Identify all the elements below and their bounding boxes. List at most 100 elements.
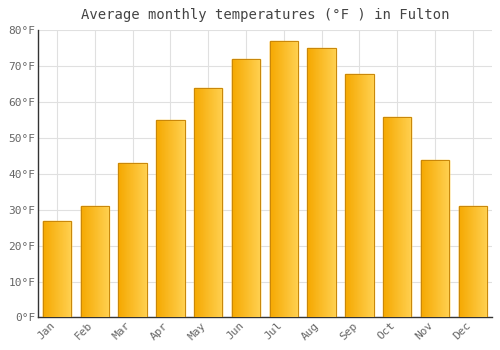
Bar (196, 88, 197, 317)
Bar (315, 48, 316, 317)
Bar (272, 41, 273, 317)
Bar (102, 206, 104, 317)
Bar (398, 117, 399, 317)
Bar (278, 41, 280, 317)
Bar (428, 160, 430, 317)
Bar (144, 163, 145, 317)
Bar (356, 74, 357, 317)
Bar (146, 163, 147, 317)
Bar (122, 163, 123, 317)
Bar (345, 74, 374, 317)
Bar (397, 117, 398, 317)
Bar (406, 117, 407, 317)
Bar (448, 160, 449, 317)
Bar (296, 41, 297, 317)
Bar (215, 88, 216, 317)
Bar (325, 48, 326, 317)
Bar (391, 117, 392, 317)
Bar (127, 163, 128, 317)
Bar (386, 117, 387, 317)
Bar (292, 41, 293, 317)
Bar (131, 163, 132, 317)
Bar (47, 220, 48, 317)
Bar (479, 206, 480, 317)
Bar (68, 220, 69, 317)
Bar (241, 59, 242, 317)
Bar (423, 160, 424, 317)
Bar (172, 120, 173, 317)
Bar (294, 41, 295, 317)
Bar (432, 160, 434, 317)
Bar (46, 220, 47, 317)
Bar (358, 74, 359, 317)
Bar (197, 88, 198, 317)
Bar (97, 206, 98, 317)
Bar (80, 206, 109, 317)
Bar (43, 220, 71, 317)
Bar (372, 74, 373, 317)
Title: Average monthly temperatures (°F ) in Fulton: Average monthly temperatures (°F ) in Fu… (80, 8, 449, 22)
Bar (465, 206, 466, 317)
Bar (293, 41, 294, 317)
Bar (466, 206, 467, 317)
Bar (287, 41, 288, 317)
Bar (483, 206, 484, 317)
Bar (427, 160, 428, 317)
Bar (476, 206, 478, 317)
Bar (321, 48, 322, 317)
Bar (108, 206, 109, 317)
Bar (442, 160, 443, 317)
Bar (370, 74, 372, 317)
Bar (161, 120, 162, 317)
Bar (243, 59, 244, 317)
Bar (45, 220, 46, 317)
Bar (171, 120, 172, 317)
Bar (277, 41, 278, 317)
Bar (444, 160, 445, 317)
Bar (134, 163, 135, 317)
Bar (331, 48, 332, 317)
Bar (238, 59, 239, 317)
Bar (86, 206, 87, 317)
Bar (48, 220, 49, 317)
Bar (324, 48, 325, 317)
Bar (63, 220, 64, 317)
Bar (440, 160, 441, 317)
Bar (138, 163, 139, 317)
Bar (198, 88, 199, 317)
Bar (366, 74, 368, 317)
Bar (346, 74, 347, 317)
Bar (160, 120, 161, 317)
Bar (89, 206, 90, 317)
Bar (87, 206, 88, 317)
Bar (409, 117, 410, 317)
Bar (69, 220, 70, 317)
Bar (133, 163, 134, 317)
Bar (158, 120, 159, 317)
Bar (289, 41, 290, 317)
Bar (348, 74, 349, 317)
Bar (437, 160, 438, 317)
Bar (469, 206, 470, 317)
Bar (383, 117, 412, 317)
Bar (470, 206, 471, 317)
Bar (274, 41, 276, 317)
Bar (474, 206, 475, 317)
Bar (285, 41, 286, 317)
Bar (435, 160, 436, 317)
Bar (129, 163, 130, 317)
Bar (177, 120, 178, 317)
Bar (309, 48, 310, 317)
Bar (354, 74, 355, 317)
Bar (400, 117, 401, 317)
Bar (313, 48, 314, 317)
Bar (244, 59, 245, 317)
Bar (195, 88, 196, 317)
Bar (170, 120, 171, 317)
Bar (357, 74, 358, 317)
Bar (212, 88, 214, 317)
Bar (347, 74, 348, 317)
Bar (65, 220, 66, 317)
Bar (401, 117, 402, 317)
Bar (253, 59, 254, 317)
